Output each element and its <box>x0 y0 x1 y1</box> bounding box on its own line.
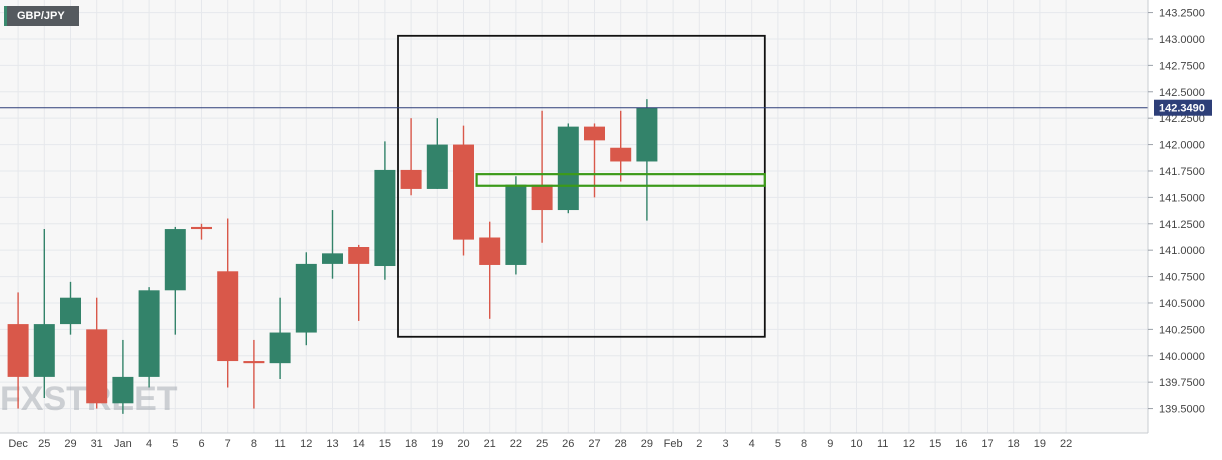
candle-body <box>584 126 605 141</box>
price-tick-label: 143.0000 <box>1159 34 1205 46</box>
x-tick-label: 15 <box>929 438 941 450</box>
price-tick-label: 141.5000 <box>1159 192 1205 204</box>
candle-body <box>7 324 29 377</box>
x-tick-label: Jan <box>114 438 132 450</box>
x-tick-label: 5 <box>172 438 178 450</box>
x-tick-label: Dec <box>8 438 28 450</box>
candle-body <box>295 263 317 333</box>
candle-body <box>453 144 474 240</box>
x-tick-label: 21 <box>484 438 496 450</box>
price-tick-label: 140.5000 <box>1159 298 1205 310</box>
candle-body <box>60 297 81 325</box>
candle-body <box>164 229 186 291</box>
x-tick-label: 19 <box>431 438 443 450</box>
price-tick-label: 139.7500 <box>1159 377 1205 389</box>
candle-body <box>374 169 396 267</box>
candle-body <box>426 144 448 189</box>
candle-body <box>557 126 579 211</box>
x-tick-label: 4 <box>749 438 755 450</box>
x-tick-label: 13 <box>326 438 338 450</box>
x-tick-label: 18 <box>405 438 417 450</box>
x-tick-label: 8 <box>801 438 807 450</box>
x-tick-label: 29 <box>641 438 653 450</box>
x-tick-label: 10 <box>850 438 862 450</box>
price-tick-label: 141.2500 <box>1159 219 1205 231</box>
support-zone <box>475 173 766 187</box>
x-tick-label: 8 <box>251 438 257 450</box>
price-tick-label: 142.0000 <box>1159 140 1205 152</box>
price-tick-label: 142.5000 <box>1159 87 1205 99</box>
x-tick-label: 12 <box>903 438 915 450</box>
x-tick-label: 16 <box>955 438 967 450</box>
candle-body <box>400 169 422 189</box>
candle-body <box>505 184 527 265</box>
candle-body <box>531 184 553 211</box>
x-tick-label: 19 <box>1034 438 1046 450</box>
candle-body <box>269 332 291 364</box>
badge-stripe <box>4 6 7 26</box>
price-tick-label: 141.0000 <box>1159 245 1205 257</box>
price-tick-label: 140.0000 <box>1159 351 1205 363</box>
x-tick-label: 25 <box>38 438 50 450</box>
x-tick-label: 20 <box>457 438 469 450</box>
candle-body <box>322 253 343 264</box>
plot-area <box>0 0 1148 433</box>
x-tick-label: 26 <box>562 438 574 450</box>
x-tick-label: Feb <box>664 438 683 450</box>
candle-body <box>86 329 108 404</box>
candle-body <box>636 107 658 162</box>
x-tick-label: 9 <box>827 438 833 450</box>
symbol-label: GBP/JPY <box>17 10 65 22</box>
candle-body <box>217 271 239 362</box>
symbol-badge[interactable]: GBP/JPY <box>4 6 79 26</box>
x-tick-label: 11 <box>877 438 888 450</box>
price-tick-label: 140.2500 <box>1159 324 1205 336</box>
x-tick-label: 4 <box>146 438 152 450</box>
price-tick-label: 139.5000 <box>1159 404 1205 416</box>
x-tick-label: 22 <box>510 438 522 450</box>
x-tick-label: 28 <box>615 438 627 450</box>
candle-body <box>610 147 632 162</box>
candle-body <box>138 290 160 377</box>
candle-body <box>479 237 501 265</box>
x-tick-label: 31 <box>91 438 103 450</box>
price-tick-label: 142.2500 <box>1159 113 1205 125</box>
x-tick-label: 27 <box>588 438 600 450</box>
x-tick-label: 18 <box>1008 438 1020 450</box>
price-tick-label: 140.7500 <box>1159 272 1205 284</box>
price-tick-label: 142.7500 <box>1159 60 1205 72</box>
candle-body <box>112 376 134 404</box>
x-tick-label: 22 <box>1060 438 1072 450</box>
x-tick-label: 5 <box>775 438 781 450</box>
x-tick-label: 14 <box>353 438 365 450</box>
x-tick-label: 17 <box>981 438 993 450</box>
x-tick-label: 6 <box>198 438 204 450</box>
x-tick-label: 25 <box>536 438 548 450</box>
price-tick-label: 141.7500 <box>1159 166 1205 178</box>
x-tick-label: 3 <box>722 438 728 450</box>
candle-body <box>33 324 55 377</box>
price-tick-label: 143.2500 <box>1159 8 1205 20</box>
x-tick-label: 2 <box>696 438 702 450</box>
x-tick-label: 7 <box>225 438 231 450</box>
candle-body <box>348 247 370 264</box>
x-tick-label: 29 <box>64 438 76 450</box>
current-price-marker <box>1154 99 1212 116</box>
x-tick-label: 15 <box>379 438 391 450</box>
current-price-label: 142.3490 <box>1159 103 1205 115</box>
candle-body <box>243 361 265 364</box>
x-tick-label: 12 <box>300 438 312 450</box>
candle-body <box>191 226 212 230</box>
x-tick-label: 11 <box>274 438 285 450</box>
